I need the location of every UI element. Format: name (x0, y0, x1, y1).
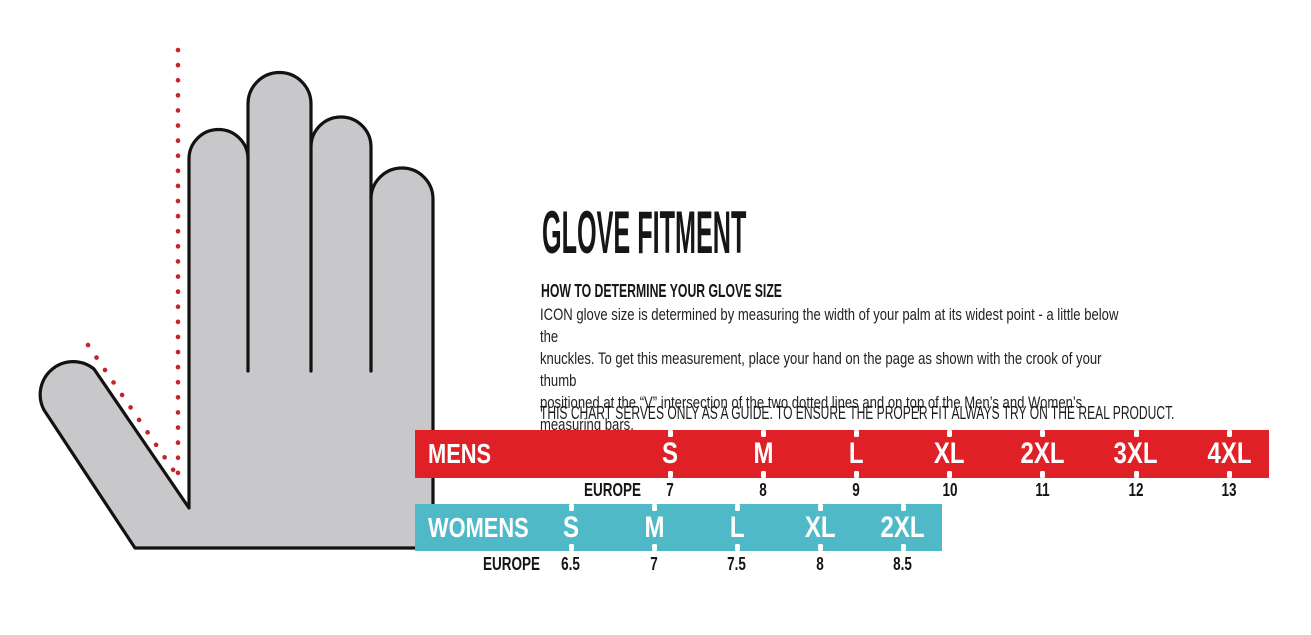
mens-europe-value-12: 12 (1096, 479, 1176, 503)
tick-mark (947, 471, 953, 478)
tick-mark (760, 471, 766, 478)
tick-mark (1133, 471, 1139, 478)
mens-bar-label: MENS (428, 438, 492, 469)
tick-mark (900, 504, 906, 511)
mens-europe-row: 7 8 9 10 11 12 13 (415, 479, 1269, 501)
size-label: XL (804, 510, 836, 544)
womens-size-l: L (697, 504, 777, 551)
europe-value: 7 (650, 554, 658, 574)
tick-mark (947, 430, 953, 437)
size-label: XL (934, 437, 965, 470)
section-heading: HOW TO DETERMINE YOUR GLOVE SIZE (541, 281, 782, 301)
size-label: S (562, 510, 579, 544)
womens-size-xl: XL (780, 504, 860, 551)
tick-mark (651, 504, 657, 511)
womens-size-bar: WOMENS S M L XL 2XL (415, 504, 942, 551)
hand-silhouette (38, 70, 435, 550)
tick-mark (734, 504, 740, 511)
tick-mark (667, 430, 673, 437)
size-label: L (729, 510, 745, 544)
size-label: 4XL (1207, 437, 1252, 470)
tick-mark (568, 504, 574, 511)
womens-size-s: S (531, 504, 611, 551)
tick-mark (651, 544, 657, 551)
tick-mark (817, 544, 823, 551)
mens-europe-value-8: 8 (723, 479, 803, 503)
tick-mark (568, 544, 574, 551)
size-label: S (661, 437, 678, 470)
womens-size-2xl: 2XL (863, 504, 943, 551)
tick-mark (1040, 471, 1046, 478)
europe-value: 7 (666, 480, 674, 500)
tick-mark (817, 504, 823, 511)
mens-size-4xl: 4XL (1189, 430, 1269, 478)
size-label: 2XL (1020, 437, 1065, 470)
tick-mark (900, 544, 906, 551)
europe-value: 11 (1035, 480, 1050, 500)
tick-mark (760, 430, 766, 437)
womens-europe-value-6.5: 6.5 (531, 553, 611, 577)
tick-mark (734, 544, 740, 551)
size-label: 3XL (1113, 437, 1159, 470)
europe-value: 12 (1128, 480, 1144, 500)
page-title: GLOVE FITMENT (542, 199, 747, 266)
europe-value: 10 (942, 480, 958, 500)
mens-europe-value-13: 13 (1189, 479, 1269, 503)
europe-value: 8.5 (893, 554, 913, 574)
mens-europe-value-11: 11 (1003, 479, 1083, 503)
mens-size-s: S (630, 430, 710, 478)
tick-mark (853, 471, 859, 478)
mens-europe-value-10: 10 (910, 479, 990, 503)
size-label: M (753, 437, 774, 470)
tick-mark (1226, 471, 1232, 478)
finger-separator-lines (246, 146, 373, 373)
mens-europe-value-9: 9 (816, 479, 896, 503)
womens-bar-label: WOMENS (428, 511, 529, 543)
mens-size-m: M (723, 430, 803, 478)
size-label: L (849, 437, 864, 470)
mens-size-2xl: 2XL (1003, 430, 1083, 478)
europe-value: 9 (852, 480, 861, 500)
womens-europe-value-7: 7 (614, 553, 694, 577)
dotted-measure-lines (85, 47, 181, 480)
instructions-text: ICON glove size is determined by measuri… (540, 305, 1119, 434)
womens-europe-label: EUROPE (482, 554, 540, 574)
mens-europe-label: EUROPE (583, 480, 641, 500)
mens-size-l: L (816, 430, 896, 478)
hand-illustration (38, 47, 435, 550)
tick-mark (1133, 430, 1139, 437)
europe-value: 13 (1221, 480, 1237, 500)
size-label: M (644, 510, 664, 544)
mens-size-3xl: 3XL (1096, 430, 1176, 478)
disclaimer-text: THIS CHART SERVES ONLY AS A GUIDE. TO EN… (540, 403, 1175, 423)
mens-size-bar: MENS S M L XL 2XL 3XL 4XL (415, 430, 1269, 478)
tick-mark (667, 471, 673, 478)
mens-size-xl: XL (910, 430, 990, 478)
tick-mark (1040, 430, 1046, 437)
europe-value: 8 (816, 554, 824, 574)
europe-value: 7.5 (727, 554, 747, 574)
womens-europe-value-8: 8 (780, 553, 860, 577)
size-label: 2XL (880, 510, 926, 544)
tick-mark (853, 430, 859, 437)
mens-europe-value-7: 7 (630, 479, 710, 503)
tick-mark (1226, 430, 1232, 437)
womens-size-m: M (614, 504, 694, 551)
womens-europe-value-8.5: 8.5 (863, 553, 943, 577)
womens-europe-row: 6.5 7 7.5 8 8.5 (415, 553, 942, 575)
womens-europe-value-7.5: 7.5 (697, 553, 777, 577)
europe-value: 6.5 (561, 554, 581, 574)
europe-value: 8 (759, 480, 767, 500)
